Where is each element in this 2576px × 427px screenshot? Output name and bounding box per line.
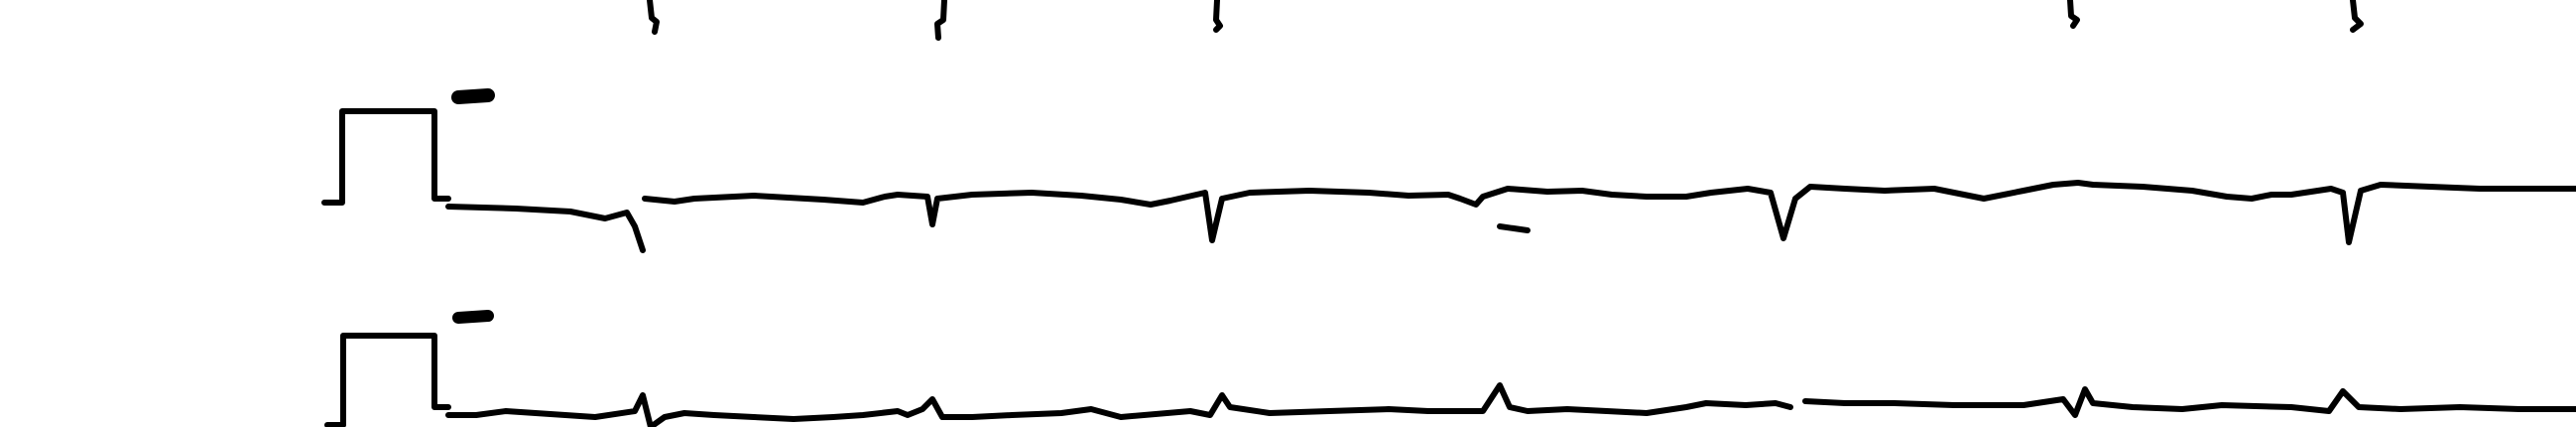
beat-tail (2350, 0, 2364, 33)
beat-tail (934, 0, 947, 41)
ecg-trace (445, 180, 2576, 253)
calibration-pulse (324, 333, 451, 427)
beat-tail (2067, 0, 2080, 29)
ecg-row-bottom (324, 310, 2576, 427)
artifact-mark (1497, 223, 1531, 233)
pulse-marker (451, 88, 495, 104)
beat-tail (1213, 0, 1223, 33)
ecg-row-middle (321, 88, 2576, 253)
pulse-marker (452, 310, 494, 324)
ecg-trace (445, 382, 2576, 427)
beat-tail (647, 0, 660, 35)
calibration-pulse (321, 108, 451, 206)
ecg-row-top (647, 0, 2364, 41)
